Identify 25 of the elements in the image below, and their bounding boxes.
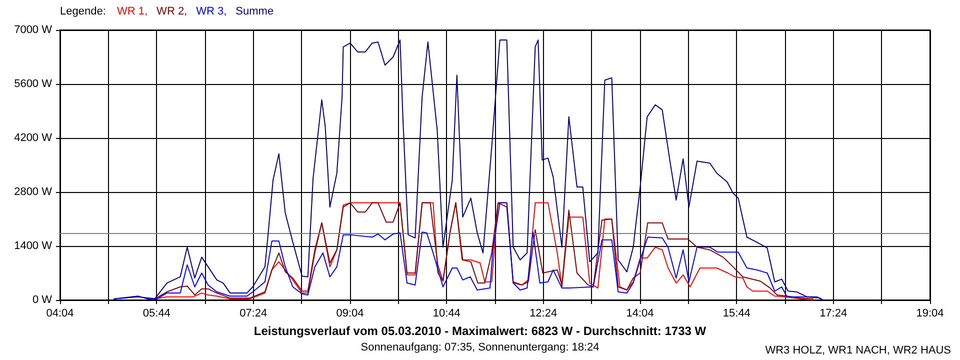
x-tick-label: 12:24 bbox=[530, 308, 558, 320]
x-tick-label: 09:04 bbox=[336, 308, 364, 320]
text: WR 3, bbox=[196, 6, 227, 18]
text: WR 2, bbox=[156, 6, 188, 18]
line-series bbox=[114, 40, 824, 300]
x-tick-label: 10:44 bbox=[432, 308, 460, 320]
y-tick-label: 2800 W bbox=[14, 186, 53, 198]
legend-title: Legende: bbox=[60, 6, 106, 18]
text: Leistungsverlauf vom 05.03.2010 - Maximalwert: 6823 W - Durchschnitt: 1733 W bbox=[254, 324, 707, 338]
text: Summe bbox=[236, 6, 274, 18]
y-tick-label: 0 W bbox=[32, 294, 53, 306]
text: WR3 HOLZ, WR1 NACH, WR2 HAUS bbox=[765, 344, 952, 356]
x-tick-label: 14:04 bbox=[626, 308, 654, 320]
y-tick-label: 7000 W bbox=[14, 24, 53, 36]
x-tick-label: 07:24 bbox=[240, 308, 268, 320]
y-tick-label: 5600 W bbox=[14, 78, 53, 90]
x-tick-label: 17:24 bbox=[820, 308, 848, 320]
x-tick-label: 15:44 bbox=[722, 308, 750, 320]
x-tick-label: 19:04 bbox=[916, 308, 944, 320]
x-tick-label: 04:04 bbox=[46, 308, 74, 320]
x-tick-label: 05:44 bbox=[142, 308, 170, 320]
y-tick-label: 4200 W bbox=[14, 132, 53, 144]
y-tick-label: 1400 W bbox=[14, 240, 53, 252]
text: Sonnenaufgang: 07:35, Sonnenuntergang: 18:24 bbox=[360, 342, 600, 354]
text: WR 1, bbox=[117, 6, 148, 18]
